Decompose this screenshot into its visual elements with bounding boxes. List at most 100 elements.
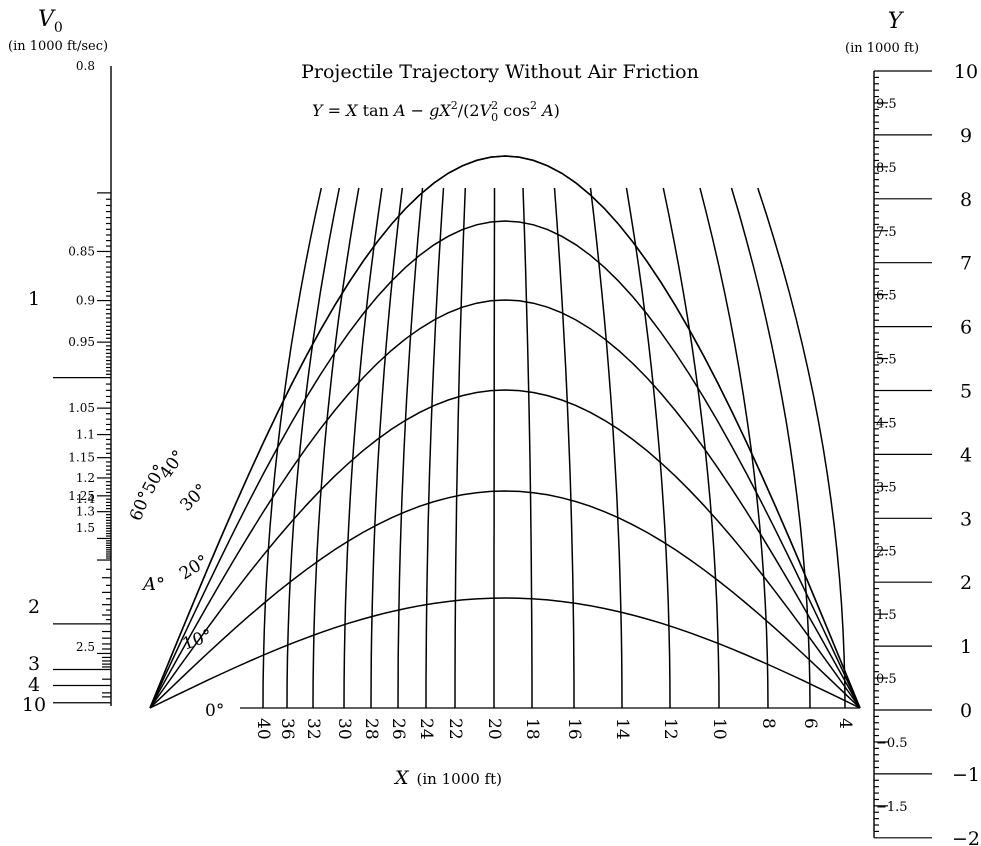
formula-g: gX [429, 101, 451, 120]
v0-minor-label: 0.95 [68, 335, 95, 349]
x-curve [454, 187, 467, 708]
y-major-label: 2 [960, 572, 972, 594]
chart-title: Projectile Trajectory Without Air Fricti… [301, 61, 699, 83]
x-curve [625, 187, 671, 709]
x-curve [370, 187, 404, 709]
y-major-label: 8 [960, 189, 972, 211]
v0-minor-label: 1.05 [68, 401, 95, 415]
x-tick-label: 22 [445, 718, 465, 740]
x-tick-label: 24 [416, 718, 436, 740]
x-curve [286, 187, 341, 709]
y-minor-label: 6.5 [876, 289, 897, 304]
y-axis-label: Y [888, 9, 905, 34]
y-minor-label: 4.5 [876, 416, 897, 431]
formula-cossup: 2 [530, 99, 537, 112]
curve-envelope [149, 155, 861, 709]
y-minor-label: −1.5 [876, 800, 908, 815]
y-major-label: −2 [952, 828, 980, 846]
x-tick-label: 28 [361, 718, 381, 740]
v0-minor-label: 0.9 [76, 294, 95, 308]
x-curve [699, 187, 769, 709]
v0-minor-label: 1.1 [76, 428, 95, 442]
x-tick-label: 20 [484, 718, 504, 740]
y-major-label: 5 [960, 381, 972, 403]
x-curve [730, 187, 811, 709]
y-minor-label: 2.5 [876, 544, 897, 559]
y-minor-label: 9.5 [876, 97, 897, 112]
x-tick-label: 6 [800, 718, 820, 729]
y-major-label: 4 [960, 444, 972, 466]
formula-v: V [480, 101, 493, 120]
y-major-label: 7 [960, 253, 972, 275]
y-minor-label: 7.5 [876, 225, 897, 240]
formula-x: X [344, 101, 358, 120]
x-curve [262, 187, 323, 709]
y-axis: 109876543210−1−29.58.57.56.55.54.53.52.5… [873, 61, 980, 846]
formula-y: Y [312, 101, 324, 120]
angle-curve [149, 597, 861, 709]
x-tick-label: 8 [758, 718, 778, 729]
formula-cos: cos [498, 101, 530, 120]
formula-minus: − [406, 101, 430, 120]
formula-tan: tan [358, 101, 394, 120]
y-minor-label: 1.5 [876, 608, 897, 623]
x-curve [757, 187, 846, 709]
v0-label-main: V [38, 7, 56, 32]
v0-minor-label: 1.2 [76, 471, 95, 485]
x-curve [522, 187, 533, 708]
v0-minor-label: 1.25 [68, 489, 95, 503]
x-axis-label-main: X [393, 767, 410, 789]
x-curve [343, 187, 383, 709]
formula-close: ) [554, 101, 560, 120]
v0-major-label: 10 [22, 694, 46, 716]
v0-major-label: 3 [28, 653, 40, 675]
y-minor-label: 0.5 [876, 672, 897, 687]
v0-label-sub: 0 [54, 20, 63, 36]
formula-a2: A [537, 101, 554, 120]
x-axis-unit: (in 1000 ft) [417, 770, 502, 788]
y-major-label: 9 [960, 125, 972, 147]
angle-curve [149, 389, 861, 709]
v0-axis-label: V0 [38, 7, 63, 36]
y-major-label: 10 [954, 61, 978, 83]
v0-minor-label: 2.5 [76, 640, 95, 654]
x-curve [425, 187, 445, 708]
formula-eq: = [323, 101, 347, 120]
v0-major-label: 1 [28, 288, 40, 310]
v0-major-label: 2 [28, 596, 40, 618]
v0-minor-label: 0.8 [76, 59, 95, 73]
formula: Y = X tan A − gX2/(2V2 0 cos2 A) [312, 99, 560, 124]
formula-vsub: 0 [491, 111, 498, 124]
v0-minor-label: 1.4 [76, 492, 95, 506]
x-curve [312, 187, 360, 709]
v0-axis-unit: (in 1000 ft/sec) [8, 39, 108, 54]
x-tick-labels: 40 36 32 30 28 26 24 22 20 18 16 14 12 10 8 6 4 [253, 718, 855, 740]
formula-slash: /(2 [458, 101, 480, 120]
formula-a1: A [392, 101, 406, 120]
angle-tick-label: 30° [176, 480, 211, 515]
x-tick-label: 36 [277, 718, 297, 740]
formula-sq: 2 [451, 99, 458, 112]
x-curve [493, 188, 496, 708]
formula-vsup: 2 [491, 99, 498, 112]
x-curve [397, 187, 424, 709]
angle-tick-label: 20° [176, 551, 212, 584]
angle-curve [149, 220, 861, 709]
angle-axis-label: A° [141, 574, 165, 595]
x-tick-label: 30 [334, 718, 354, 740]
x-tick-label: 16 [564, 718, 584, 740]
x-tick-label: 14 [612, 718, 632, 740]
y-minor-label: −0.5 [876, 736, 908, 751]
x-tick-label: 18 [522, 718, 542, 740]
y-major-label: 1 [960, 636, 972, 658]
y-major-label: 6 [960, 317, 972, 339]
v0-minor-label: 1.3 [76, 505, 95, 519]
angle-tick-label: 0° [205, 701, 224, 721]
v0-major-label: 4 [28, 674, 40, 696]
v0-axis: 0.8 0.85 0.9 0.95 1.05 1.1 1.15 1.2 1.25 1.31.4 1.… [22, 59, 112, 716]
y-minor-label: 8.5 [876, 161, 897, 176]
curve-grid [149, 155, 861, 709]
y-minor-label: 5.5 [876, 353, 897, 368]
v0-minor-label: 0.85 [68, 244, 95, 258]
x-curve [553, 187, 575, 708]
